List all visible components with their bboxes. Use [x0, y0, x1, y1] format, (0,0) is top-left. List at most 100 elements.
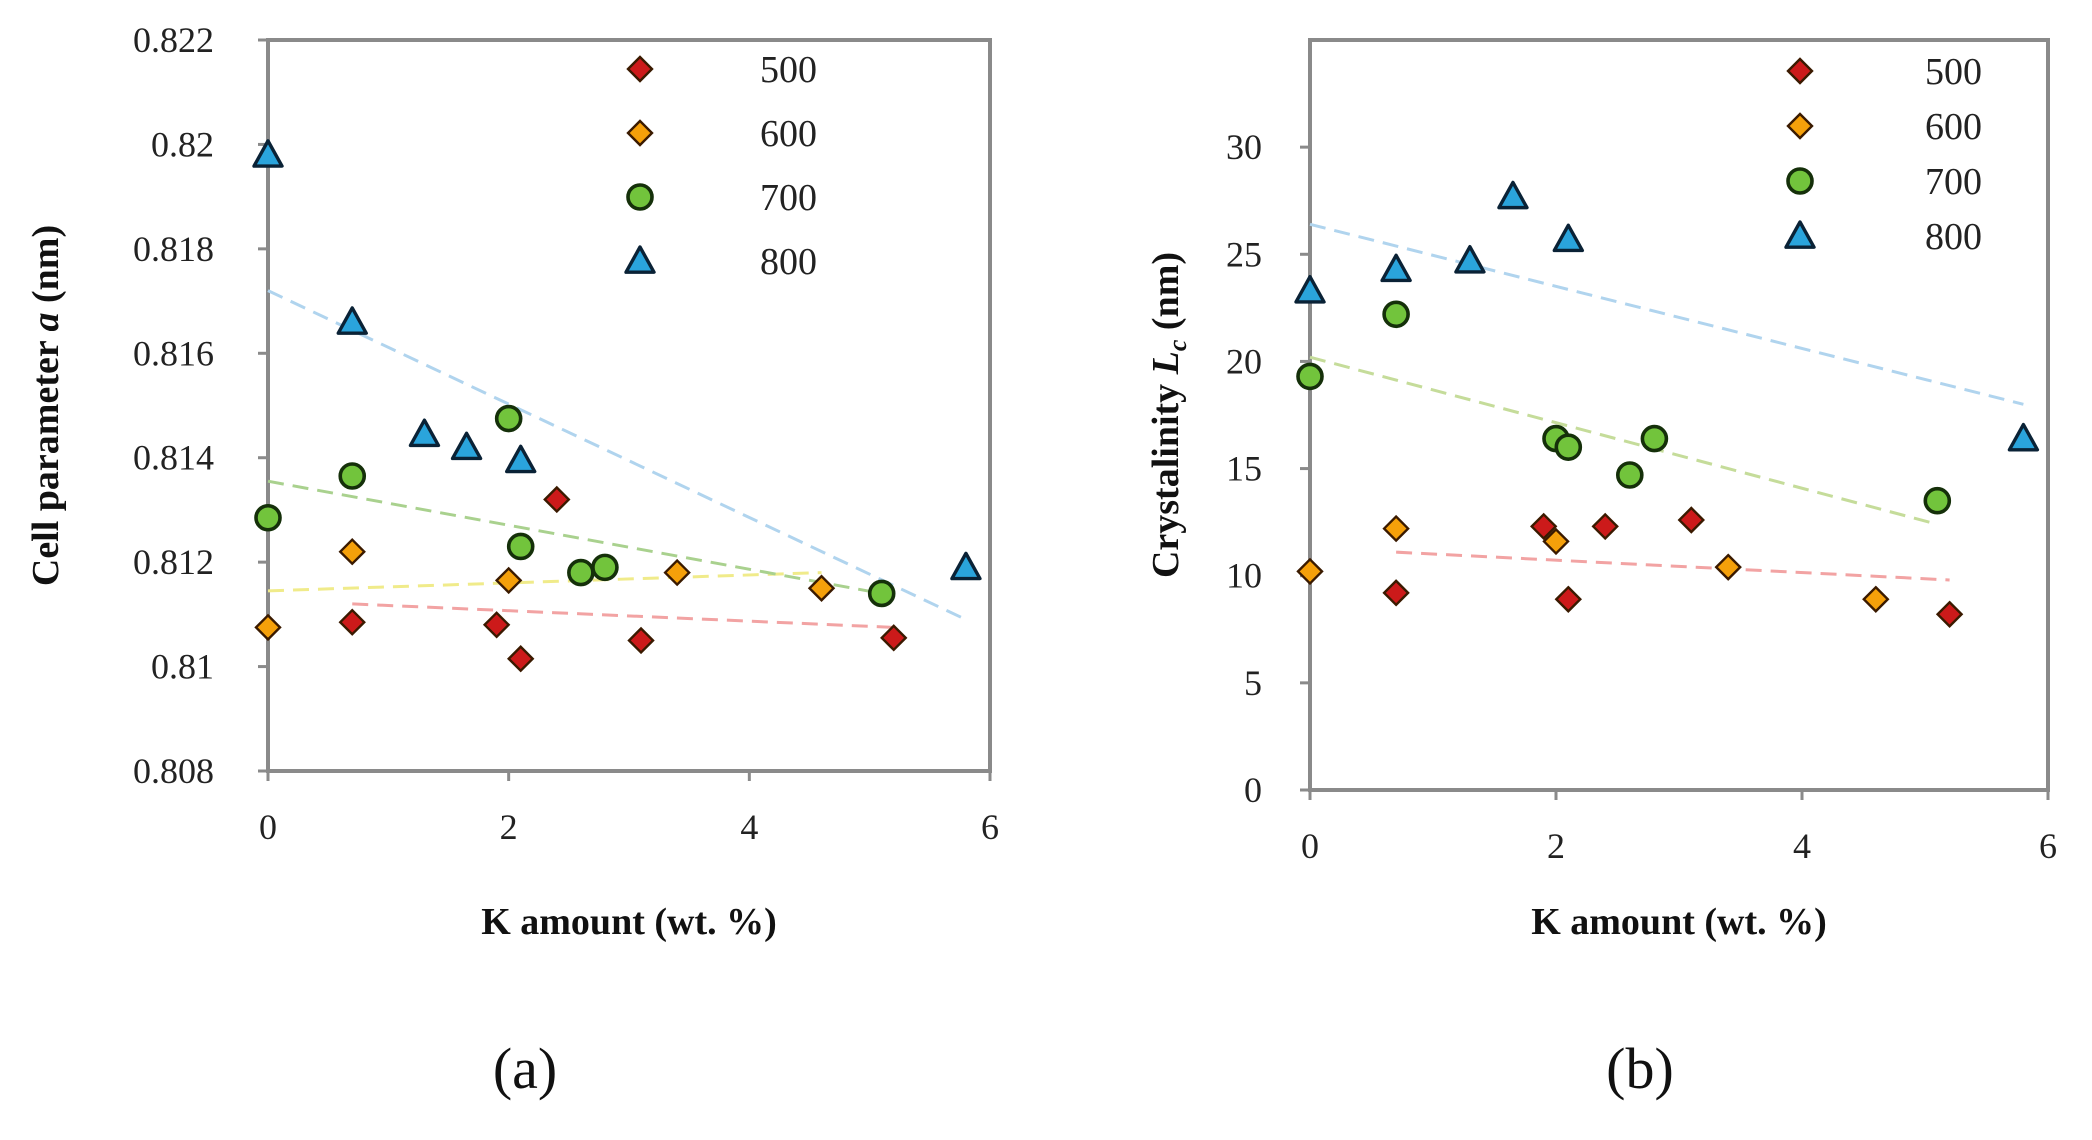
plot-area [266, 38, 992, 773]
legend-marker-700 [1786, 167, 1814, 195]
data-point-700 [1554, 433, 1583, 461]
y-tick-label: 0.82 [151, 124, 214, 164]
x-axis-title: K amount (wt. %) [481, 901, 777, 943]
data-point-500 [1677, 506, 1705, 534]
legend-marker-700 [626, 183, 654, 211]
data-point-800 [1380, 253, 1412, 283]
legend-marker-500 [626, 55, 654, 83]
y-tick-label: 0.814 [133, 438, 214, 478]
plot-area [1308, 38, 2050, 792]
legend-marker-600 [626, 119, 654, 147]
legend-label-600: 600 [760, 113, 817, 155]
y-tick-label: 0.818 [133, 229, 214, 269]
x-tick-label: 2 [1547, 826, 1565, 866]
data-point-500 [482, 611, 511, 639]
data-point-500 [1382, 579, 1410, 607]
data-point-600 [1382, 514, 1410, 543]
data-point-500 [1554, 585, 1582, 613]
legend-label-700: 700 [1925, 161, 1982, 203]
data-point-800 [950, 551, 982, 581]
data-point-800 [450, 431, 483, 461]
data-point-500 [1591, 512, 1619, 541]
data-point-800 [2007, 422, 2040, 452]
y-axis-title: Cell parameter a (nm) [25, 225, 67, 586]
data-point-500 [1530, 512, 1558, 541]
y-tick-label: 30 [1226, 127, 1262, 167]
y-axis-title: Crystalinity Lc (nm) [1145, 252, 1192, 578]
chart-panel-a: 0.808 0.81 0.812 0.814 0.816 0.818 0.82 0.822 0 2… [25, 20, 999, 1101]
legend-label-600: 600 [1925, 106, 1982, 148]
x-axis-title: K amount (wt. %) [1531, 901, 1827, 943]
x-tick-label: 0 [259, 807, 277, 847]
data-point-800 [1497, 180, 1529, 210]
y-tick-label: 0.816 [133, 333, 214, 373]
trendline-800 [1309, 222, 2024, 406]
trendline-700 [1309, 355, 1938, 526]
data-point-700 [591, 553, 619, 582]
panel-caption: (b) [1606, 1036, 1674, 1101]
data-point-700 [506, 532, 535, 561]
y-tick-label: 0.822 [133, 20, 214, 60]
legend-label-800: 800 [1925, 216, 1982, 258]
trendline-600 [267, 571, 822, 593]
legend-marker-600 [1786, 112, 1814, 140]
data-point-500 [507, 645, 535, 673]
legend-label-500: 500 [1925, 51, 1982, 93]
data-point-500 [627, 626, 655, 655]
data-point-700 [1382, 300, 1410, 329]
trendline-500 [352, 602, 894, 629]
data-point-800 [408, 418, 441, 448]
y-tick-label: 10 [1226, 556, 1262, 596]
x-tick-label: 4 [1793, 826, 1811, 866]
data-point-500 [338, 608, 366, 636]
data-point-700 [1616, 461, 1644, 489]
data-point-700 [1296, 362, 1324, 391]
data-point-800 [252, 139, 284, 168]
data-point-700 [867, 579, 896, 608]
y-tick-label: 0.808 [133, 751, 214, 791]
data-point-700 [254, 503, 282, 532]
data-point-600 [663, 558, 691, 587]
x-tick-label: 6 [981, 807, 999, 847]
data-point-800 [336, 306, 368, 335]
legend-label-500: 500 [760, 49, 817, 91]
data-point-800 [1294, 275, 1326, 304]
legend-label-800: 800 [760, 241, 817, 283]
data-point-500 [880, 624, 908, 652]
y-tick-label: 0.812 [133, 542, 214, 582]
data-point-500 [1935, 600, 1964, 628]
data-point-800 [505, 444, 537, 474]
data-point-700 [494, 404, 523, 433]
panel-caption: (a) [493, 1036, 557, 1101]
trendline-700 [267, 479, 882, 595]
legend-marker-500 [1786, 57, 1814, 85]
y-tick-label: 0.81 [151, 647, 214, 687]
legend-marker-800 [1784, 220, 1816, 249]
data-point-600 [1296, 557, 1324, 586]
data-point-600 [254, 613, 282, 642]
data-point-600 [338, 538, 366, 566]
data-point-800 [1454, 245, 1486, 274]
data-point-500 [543, 485, 571, 514]
data-point-600 [807, 574, 836, 602]
data-point-700 [1923, 486, 1952, 515]
x-tick-label: 4 [740, 807, 758, 847]
y-tick-label: 5 [1244, 663, 1262, 703]
y-tick-label: 15 [1226, 449, 1262, 489]
data-point-700 [338, 462, 367, 490]
chart-panel-b: 0 5 10 15 20 25 30 0 2 4 6 500 600 700 800 K amount (wt… [1145, 38, 2057, 1101]
data-point-600 [1714, 553, 1742, 581]
x-tick-label: 6 [2039, 826, 2057, 866]
y-tick-label: 25 [1226, 234, 1262, 274]
legend: 500 600 700 800 [624, 49, 817, 283]
trendline-500 [1396, 550, 1950, 582]
data-point-600 [1862, 585, 1890, 613]
legend-label-700: 700 [760, 177, 817, 219]
data-point-700 [567, 558, 595, 587]
data-point-700 [1640, 424, 1669, 453]
data-point-800 [1552, 223, 1585, 253]
y-tick-label: 20 [1226, 341, 1262, 381]
legend-marker-800 [624, 245, 656, 274]
data-point-600 [494, 566, 523, 595]
